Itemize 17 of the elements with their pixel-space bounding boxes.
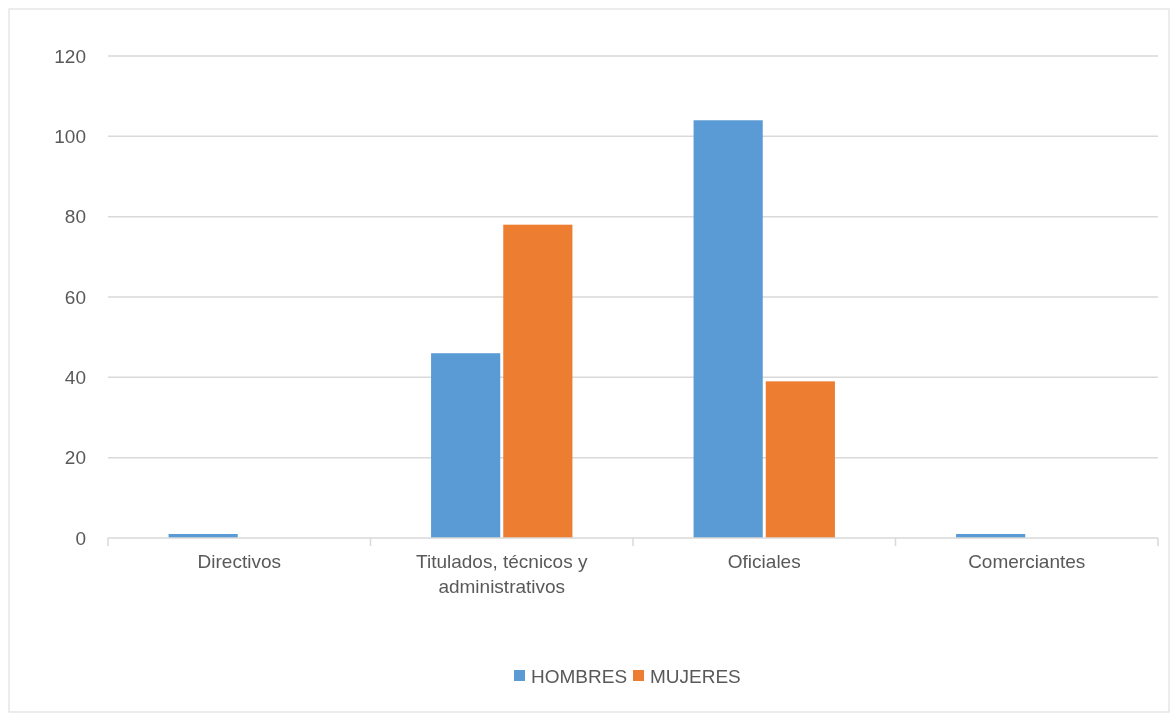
legend-label: MUJERES [650, 665, 741, 687]
x-tick-label: Directivos [197, 551, 281, 572]
bar [693, 120, 763, 538]
y-tick-label: 100 [54, 125, 86, 147]
y-tick-label: 0 [75, 527, 86, 549]
y-tick-label: 20 [64, 447, 86, 469]
x-tick-label: Titulados, técnicos y administrativos [416, 551, 588, 597]
y-tick-label: 80 [64, 206, 86, 228]
x-tick-label: Oficiales [727, 551, 801, 572]
y-tick-label: 40 [64, 366, 86, 388]
bar [503, 224, 573, 538]
bar [765, 381, 835, 538]
x-tick-label: Comerciantes [968, 551, 1086, 572]
y-tick-label: 60 [64, 286, 86, 308]
legend-label: HOMBRES [531, 665, 628, 687]
y-tick-label: 120 [54, 45, 86, 67]
bar [431, 353, 501, 538]
